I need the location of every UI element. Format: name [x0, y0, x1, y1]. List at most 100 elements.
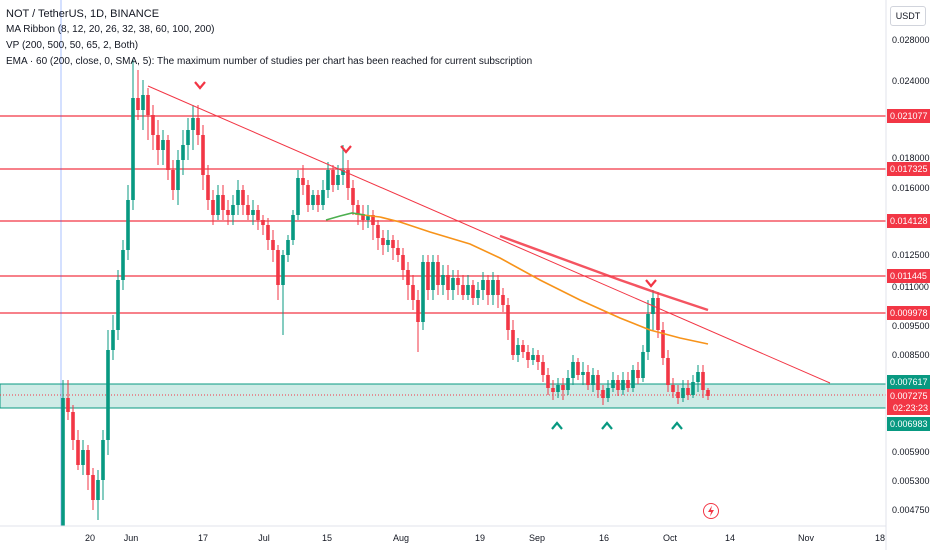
- candle-up: [131, 98, 135, 200]
- candle-down: [391, 240, 395, 248]
- price-axis-label: 0.016000: [892, 183, 930, 193]
- candle-up: [121, 250, 125, 280]
- time-axis[interactable]: 20 Jun 17 Jul 15 Aug 19 Sep 16 Oct 14 Nov 18: [85, 533, 885, 543]
- price-axis-label: 0.024000: [892, 76, 930, 86]
- candle-up: [111, 330, 115, 350]
- candle-up: [101, 440, 105, 480]
- chart-legend: NOT / TetherUS, 1D, BINANCE MA Ribbon (8…: [6, 6, 532, 70]
- time-axis-label: Jun: [124, 533, 139, 543]
- price-axis-label: 0.028000: [892, 35, 930, 45]
- candle-down: [241, 190, 245, 205]
- candle-up: [126, 200, 130, 250]
- candle-down: [426, 262, 430, 290]
- countdown-label: 02:23:23: [893, 403, 928, 413]
- candle-up: [291, 215, 295, 240]
- candle-up: [216, 195, 220, 215]
- candle-down: [71, 412, 75, 440]
- ema-orange-line: [354, 213, 709, 345]
- sell-arrow-icon: [645, 279, 657, 288]
- price-axis[interactable]: 0.028000 0.024000 0.018000 0.016000 0.012500…: [892, 35, 930, 515]
- candle-up: [296, 178, 300, 215]
- lightning-icon[interactable]: [702, 502, 720, 520]
- candle-up: [581, 372, 585, 375]
- ma-ribbon-line-green: [325, 212, 366, 221]
- ema-legend[interactable]: EMA · 60 (200, close, 0, SMA, 5): The ma…: [6, 56, 533, 67]
- candle-up: [181, 145, 185, 160]
- candle-down: [401, 255, 405, 270]
- candle-down: [211, 200, 215, 215]
- candle-down: [146, 95, 150, 115]
- candle-up: [681, 388, 685, 398]
- candle-down: [91, 475, 95, 500]
- price-axis-label: 0.011000: [892, 282, 929, 292]
- candle-up: [481, 280, 485, 290]
- candle-up: [116, 280, 120, 330]
- candle-up: [431, 262, 435, 290]
- candle-up: [611, 380, 615, 388]
- candle-down: [381, 238, 385, 245]
- candle-down: [596, 375, 600, 390]
- candle-down: [671, 385, 675, 392]
- price-axis-label: 0.018000: [892, 153, 930, 163]
- candle-up: [191, 118, 195, 130]
- resistance-price-tag: [887, 109, 930, 123]
- candle-down: [346, 170, 350, 188]
- candle-down: [406, 270, 410, 285]
- candlestick-series: [61, 60, 710, 526]
- candle-up: [106, 350, 110, 440]
- candle-down: [221, 195, 225, 210]
- candle-down: [166, 140, 170, 170]
- candle-down: [316, 195, 320, 205]
- candle-down: [156, 135, 160, 150]
- buy-arrow-icon: [601, 421, 613, 430]
- resistance-price-label: 0.011445: [890, 271, 927, 281]
- ma-ribbon-legend[interactable]: MA Ribbon (8, 12, 20, 26, 32, 38, 60, 10…: [6, 24, 215, 35]
- candle-up: [621, 380, 625, 390]
- resistance-price-label: 0.021077: [890, 111, 928, 121]
- candle-up: [476, 290, 480, 298]
- candle-up: [441, 275, 445, 285]
- candle-down: [256, 210, 260, 220]
- resistance-price-tag: [887, 306, 930, 320]
- candle-up: [566, 378, 570, 390]
- time-axis-label: 14: [725, 533, 735, 543]
- candle-down: [331, 170, 335, 185]
- symbol-title[interactable]: NOT / TetherUS, 1D, BINANCE: [6, 8, 160, 20]
- candle-up: [556, 385, 560, 392]
- support-price-tag: [887, 375, 930, 389]
- candle-up: [646, 314, 650, 352]
- candle-up: [321, 190, 325, 205]
- candle-down: [246, 205, 250, 215]
- time-axis-label: Aug: [393, 533, 409, 543]
- candle-up: [311, 195, 315, 205]
- price-axis-label: 0.004750: [892, 505, 930, 515]
- time-axis-label: 19: [475, 533, 485, 543]
- candle-down: [701, 372, 705, 390]
- vp-legend[interactable]: VP (200, 500, 50, 65, 2, Both): [6, 40, 139, 51]
- time-axis-label: 17: [198, 533, 208, 543]
- price-axis-label: 0.008500: [892, 350, 930, 360]
- candle-down: [526, 352, 530, 360]
- candle-down: [361, 215, 365, 220]
- candle-up: [286, 240, 290, 255]
- candle-up: [186, 130, 190, 145]
- price-axis-label: 0.012500: [892, 250, 930, 260]
- candle-down: [706, 390, 710, 396]
- candle-down: [636, 370, 640, 378]
- candle-up: [516, 345, 520, 355]
- descending-trendline[interactable]: [147, 85, 831, 384]
- currency-button[interactable]: USDT: [890, 6, 926, 26]
- candle-down: [171, 170, 175, 190]
- candle-down: [376, 225, 380, 238]
- candle-up: [61, 398, 65, 526]
- candle-up: [251, 210, 255, 215]
- candle-down: [351, 188, 355, 205]
- candle-down: [521, 345, 525, 352]
- candle-down: [371, 215, 375, 225]
- sell-arrow-icon: [340, 145, 352, 154]
- sell-arrow-icon: [194, 81, 206, 90]
- time-axis-label: 20: [85, 533, 95, 543]
- candle-up: [81, 450, 85, 465]
- resistance-price-tag: [887, 269, 930, 283]
